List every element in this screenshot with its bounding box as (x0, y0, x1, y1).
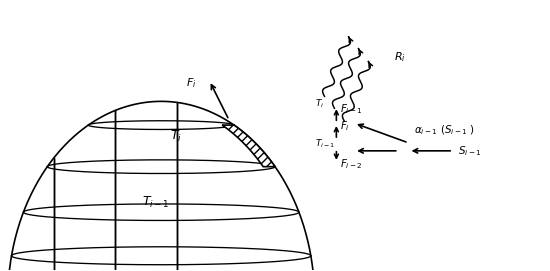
Text: $T_{i-1}$: $T_{i-1}$ (315, 138, 335, 150)
Text: $T_i$: $T_i$ (315, 97, 324, 109)
Text: $R_i$: $R_i$ (394, 50, 405, 64)
Text: $F_{i-1}$: $F_{i-1}$ (340, 102, 363, 116)
Text: $T_{i-1}$: $T_{i-1}$ (142, 195, 170, 210)
Text: $T_i$: $T_i$ (170, 128, 182, 144)
Text: $F_i$: $F_i$ (340, 119, 350, 133)
Text: $F_i$: $F_i$ (186, 77, 196, 91)
Polygon shape (222, 125, 275, 167)
Text: $S_{i-1}$: $S_{i-1}$ (458, 144, 482, 158)
Text: $\alpha_{i-1}\ (S_{i-1}\ )$: $\alpha_{i-1}\ (S_{i-1}\ )$ (414, 123, 475, 137)
Text: $F_{i-2}$: $F_{i-2}$ (340, 157, 363, 171)
